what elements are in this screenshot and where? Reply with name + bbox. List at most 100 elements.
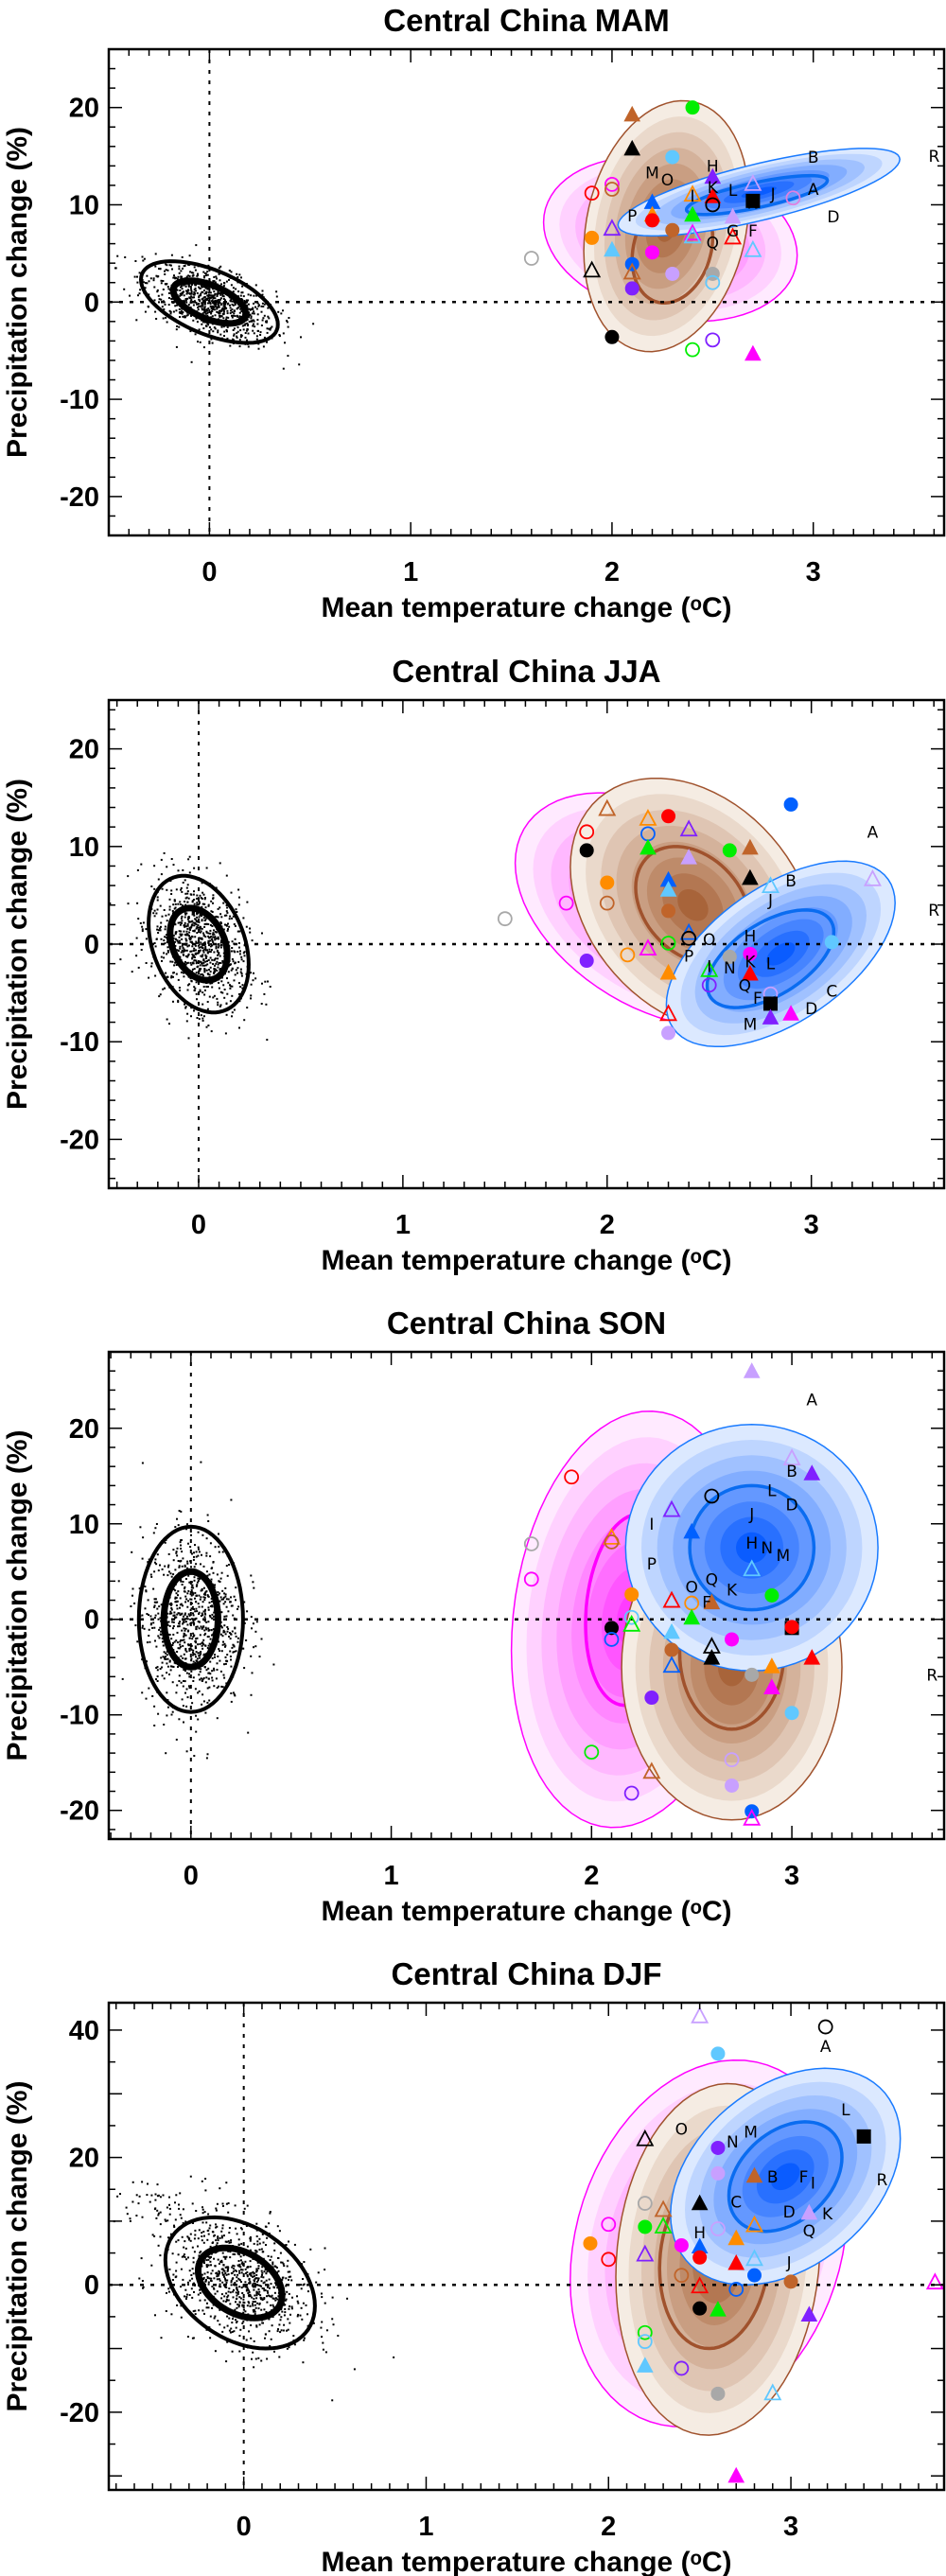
control-point [250,972,252,974]
model-letter-label: O [675,2120,688,2139]
control-point [257,347,260,350]
control-point [237,1605,240,1608]
control-point [184,316,186,319]
control-point [160,279,163,282]
control-point [198,1627,201,1630]
control-point [209,2224,212,2227]
control-point [201,1644,203,1647]
control-point [151,2234,154,2236]
control-point [181,890,184,893]
control-point [287,2328,289,2331]
control-point [202,271,205,273]
control-point [178,1718,181,1721]
magenta-triangle-filled-marker [763,1678,780,1694]
control-point [175,1691,178,1694]
control-point [204,2280,207,2283]
control-point [153,909,156,912]
control-point [184,955,187,957]
control-point [199,1598,201,1601]
control-point [189,2233,192,2235]
control-point [209,291,212,294]
control-point [184,901,186,902]
control-point [171,910,174,912]
control-point [217,2274,219,2277]
control-point [210,2255,212,2258]
control-point [202,299,205,302]
control-point [207,2281,210,2284]
control-point [179,1597,182,1600]
control-point [182,2278,184,2281]
control-point [146,2194,149,2197]
control-point [160,298,163,301]
control-point [206,2230,209,2232]
control-point [219,946,222,949]
control-point [167,288,170,290]
x-axis-label: Mean temperature change (ᵒC) [321,2547,731,2576]
control-point [205,2266,208,2269]
model-letter-label: A [808,181,819,200]
control-point [201,2239,203,2242]
control-point [289,2313,291,2316]
control-point [242,1647,245,1650]
control-point [182,951,184,954]
blue-model-ellipse [670,2067,902,2286]
control-point [155,1678,157,1681]
control-point [246,322,249,324]
control-point [216,1573,219,1576]
control-point [210,328,213,331]
control-point [168,1660,171,1663]
control-point [188,931,191,934]
control-point [173,2226,176,2228]
control-point [196,1581,199,1584]
control-point [190,1657,193,1660]
control-point [225,316,228,319]
control-point [167,297,170,299]
control-point [299,2314,302,2317]
control-point [181,2255,184,2258]
control-point [208,326,211,328]
control-point [277,2328,279,2331]
control-point [254,2294,256,2297]
control-point [238,992,240,995]
control-point [186,2281,189,2284]
control-point [302,2302,305,2304]
control-point [249,2304,252,2307]
control-point [231,940,234,943]
plot-frame [107,47,946,537]
control-point [190,926,192,929]
control-point [185,314,188,317]
control-point [158,301,160,304]
control-point [183,954,185,956]
control-point [175,1592,178,1595]
control-point [130,1605,132,1607]
control-point [212,294,215,297]
control-point [155,938,158,940]
control-point [267,2294,270,2297]
control-point [223,305,226,307]
control-point [142,281,145,284]
control-point [224,2272,227,2274]
model-letter-label: I [811,2175,815,2194]
control-point [195,1585,198,1587]
control-point [255,2270,258,2273]
control-point [240,955,243,958]
control-point [147,1561,149,1564]
control-point [213,958,216,961]
control-point [235,2326,237,2329]
control-point [224,2256,227,2258]
control-point [149,1615,152,1618]
control-point [154,1527,157,1530]
control-point [211,1604,214,1607]
control-point [131,2200,134,2203]
control-point [203,1629,206,1632]
control-point [253,323,254,325]
lavender-triangle-filled-marker [680,849,697,865]
control-point [203,275,205,277]
control-point [255,2325,258,2328]
control-point [229,2256,232,2259]
lavender-triangle-open-marker [863,868,882,886]
control-point [182,946,184,949]
control-point [244,302,247,305]
model-letter-label: L [728,182,738,201]
model-letter-label: J [767,892,773,911]
